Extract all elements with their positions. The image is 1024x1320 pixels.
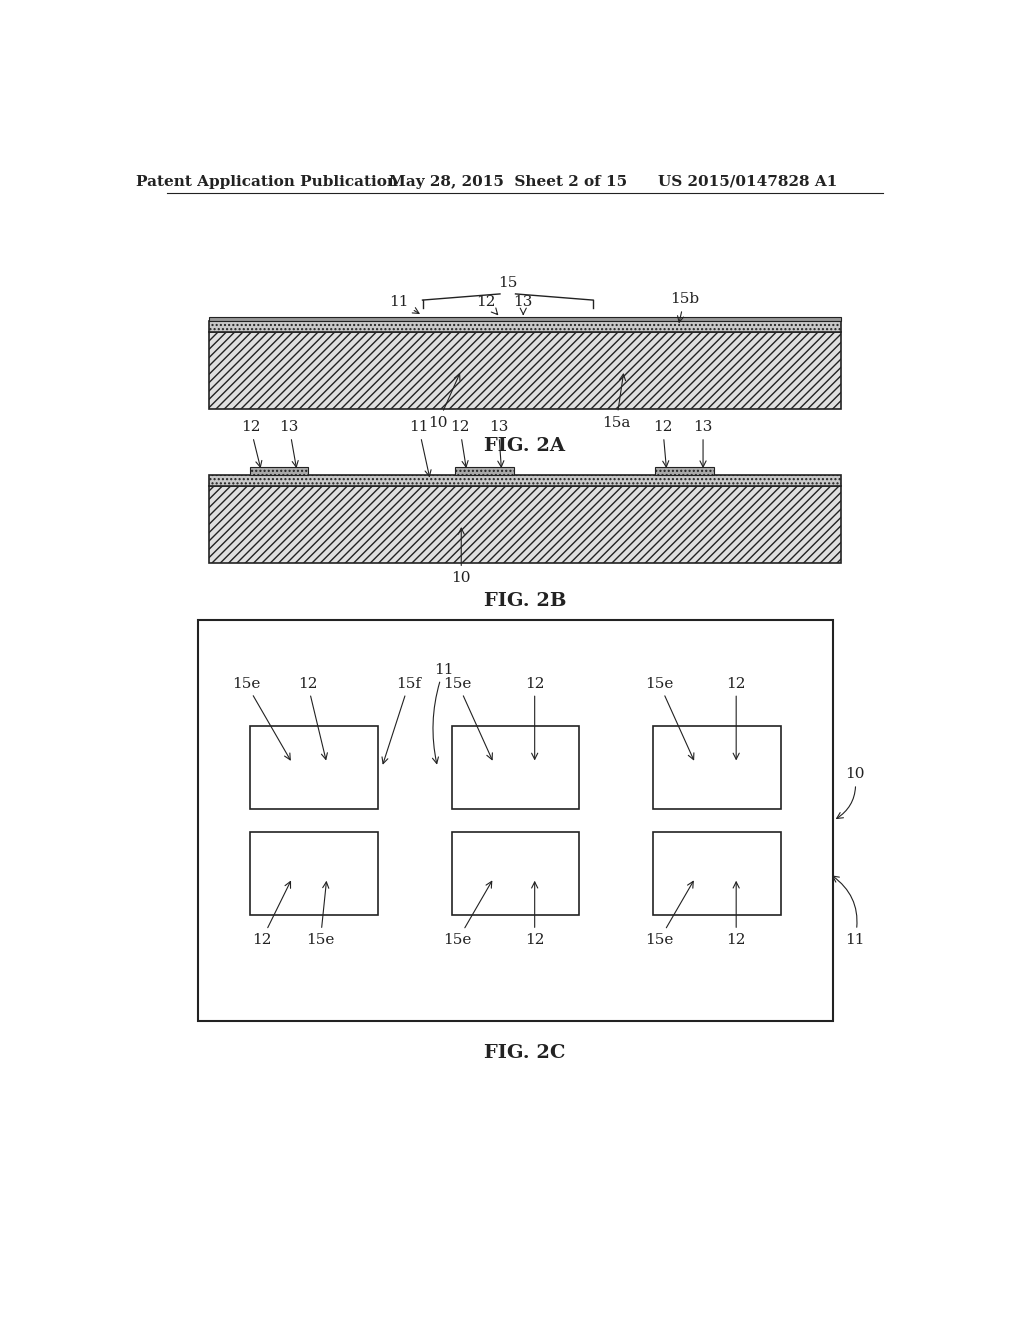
Text: 15e: 15e: [232, 677, 290, 760]
Bar: [456, 467, 514, 475]
Text: FIG. 2C: FIG. 2C: [484, 1044, 565, 1063]
Text: 10: 10: [428, 374, 460, 429]
Text: 11: 11: [389, 294, 419, 313]
Text: 12: 12: [525, 677, 545, 759]
Text: 11: 11: [432, 663, 454, 763]
Text: FIG. 2A: FIG. 2A: [484, 437, 565, 454]
Bar: [250, 467, 308, 475]
Text: 12: 12: [726, 882, 745, 946]
Text: 12: 12: [726, 677, 745, 759]
Text: 13: 13: [693, 420, 713, 467]
Text: 13: 13: [280, 420, 299, 467]
Text: 12: 12: [450, 420, 469, 467]
Text: 15e: 15e: [645, 882, 693, 946]
Bar: [250, 832, 378, 915]
Text: 15e: 15e: [645, 677, 694, 759]
Text: 12: 12: [525, 882, 545, 946]
Text: 15e: 15e: [306, 882, 335, 946]
Bar: [209, 475, 841, 486]
Bar: [209, 331, 841, 409]
Text: 15e: 15e: [443, 677, 493, 759]
Text: 15a: 15a: [602, 374, 631, 429]
Text: 12: 12: [241, 420, 262, 467]
Bar: [209, 486, 841, 562]
Text: 15f: 15f: [382, 677, 422, 764]
Bar: [198, 620, 834, 1020]
Bar: [452, 832, 580, 915]
Bar: [209, 317, 841, 321]
Text: May 28, 2015  Sheet 2 of 15: May 28, 2015 Sheet 2 of 15: [389, 174, 627, 189]
Text: US 2015/0147828 A1: US 2015/0147828 A1: [658, 174, 838, 189]
Bar: [653, 726, 781, 809]
Bar: [209, 321, 841, 331]
Text: Patent Application Publication: Patent Application Publication: [136, 174, 398, 189]
Text: 12: 12: [653, 420, 673, 467]
Bar: [655, 467, 714, 475]
Text: 15: 15: [498, 276, 517, 290]
Bar: [250, 726, 378, 809]
Text: 11: 11: [409, 420, 431, 477]
Bar: [653, 832, 781, 915]
Text: 12: 12: [252, 882, 291, 946]
Text: FIG. 2B: FIG. 2B: [483, 593, 566, 610]
Text: 13: 13: [488, 420, 508, 467]
Text: 12: 12: [476, 294, 498, 314]
Text: 15b: 15b: [670, 292, 699, 322]
Bar: [452, 726, 580, 809]
Text: 12: 12: [298, 677, 328, 759]
Text: 10: 10: [837, 767, 864, 818]
Text: 10: 10: [452, 528, 471, 585]
Text: 11: 11: [833, 876, 864, 946]
Text: 15e: 15e: [443, 882, 492, 946]
Text: 13: 13: [514, 294, 532, 314]
